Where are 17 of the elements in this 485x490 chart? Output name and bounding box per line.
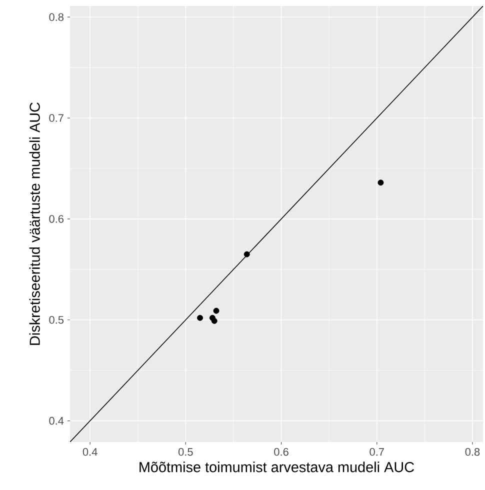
point: [244, 251, 250, 258]
point: [213, 308, 220, 314]
x-tick-label: 0.4: [82, 448, 98, 456]
y-tick-label: 0.8: [49, 13, 64, 21]
x-tick-label: 0.6: [274, 448, 288, 456]
point: [378, 180, 384, 186]
y-tick-label: 0.6: [49, 215, 64, 223]
x-tick-label: 0.8: [465, 448, 480, 456]
y-axis-title: Diskretiseeritud väärtuste mudeli AUC: [29, 102, 40, 345]
x-tick-label: 0.7: [370, 448, 384, 456]
y-tick-label: 0.7: [49, 114, 64, 122]
point: [211, 318, 218, 324]
point: [197, 314, 204, 321]
x-tick-label: 0.5: [178, 448, 193, 456]
y-tick-label: 0.4: [49, 416, 64, 425]
x-axis-title: Mõõtmise toimumist arvestava mudeli AUC: [140, 462, 414, 472]
y-tick-label: 0.5: [49, 316, 64, 324]
